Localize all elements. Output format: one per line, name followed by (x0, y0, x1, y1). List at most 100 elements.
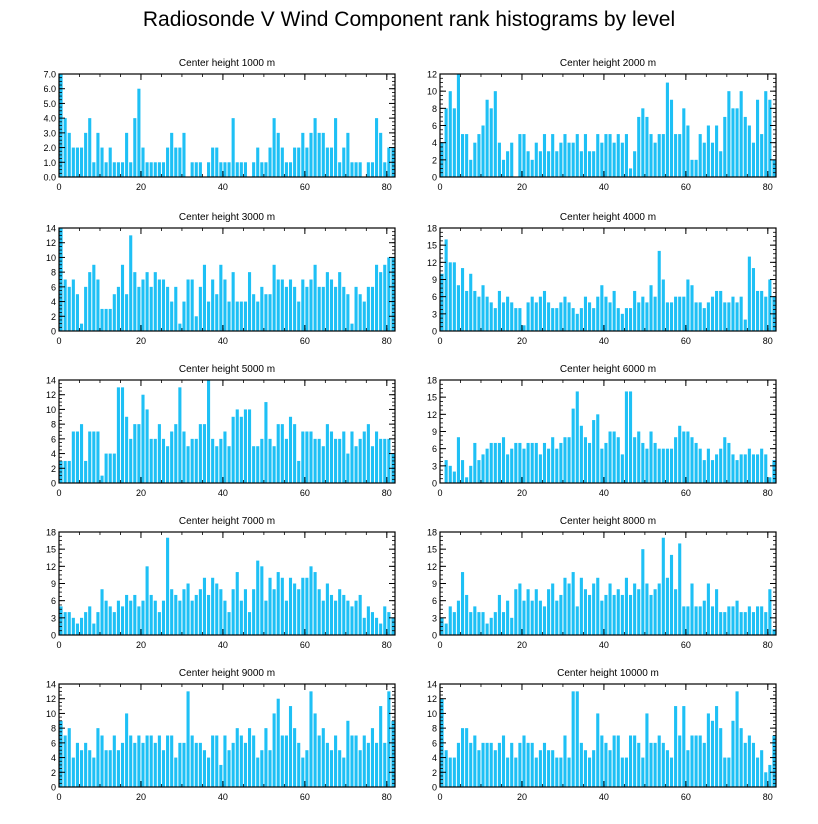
y-tick-label: 0 (432, 631, 437, 641)
histogram-bar (637, 116, 641, 177)
histogram-bar (161, 438, 166, 483)
y-tick-label: 0 (432, 783, 437, 793)
histogram-bar (346, 132, 350, 177)
histogram-bar (161, 162, 166, 177)
histogram-bar (674, 296, 678, 331)
histogram-bar (338, 162, 342, 177)
histogram-bar (75, 147, 79, 177)
histogram-bar (715, 125, 719, 177)
histogram-bar (231, 416, 235, 483)
x-tick-label: 40 (218, 640, 228, 650)
histogram-bar (366, 742, 370, 787)
histogram-bar (362, 735, 366, 787)
histogram-bar (715, 290, 719, 331)
histogram-bar (637, 431, 641, 483)
histogram-bar (706, 125, 710, 177)
histogram-bar (350, 431, 354, 483)
histogram-bar (698, 448, 702, 483)
histogram-bar (538, 600, 542, 635)
histogram-bar (325, 583, 329, 635)
histogram-bar (641, 108, 645, 177)
histogram-bar (190, 162, 194, 177)
histogram-bar (358, 750, 362, 787)
histogram-bar (379, 438, 383, 483)
histogram-bar (702, 460, 706, 483)
histogram-bar (751, 142, 756, 177)
histogram-bar (506, 296, 510, 331)
y-tick-label: 6 (432, 444, 437, 454)
histogram-bar (370, 612, 375, 635)
histogram-bar (530, 742, 534, 787)
histogram-bar (293, 728, 297, 787)
histogram-bar (633, 735, 637, 787)
histogram-bar (538, 151, 542, 177)
histogram-bar (231, 272, 235, 331)
histogram-bar (678, 296, 682, 331)
histogram-bar (219, 764, 223, 787)
histogram-bar (309, 691, 313, 787)
histogram-bar (96, 279, 100, 331)
histogram-bar (145, 735, 149, 787)
histogram-bar (575, 313, 579, 331)
histogram-bar (387, 257, 391, 331)
histogram-bar (63, 460, 67, 483)
histogram-bar (710, 720, 715, 787)
x-tick-label: 60 (681, 640, 691, 650)
histogram-bar (133, 272, 137, 331)
histogram-bar (624, 308, 628, 331)
histogram-bar (75, 294, 79, 331)
histogram-bar (715, 454, 719, 483)
histogram-bar (358, 162, 362, 177)
x-tick-label: 0 (56, 182, 61, 192)
histogram-bar (280, 279, 284, 331)
y-tick-label: 8 (51, 724, 56, 734)
histogram-bar (243, 301, 247, 331)
histogram-bar (252, 589, 256, 635)
histogram-bar (469, 273, 473, 331)
histogram-bar (149, 162, 153, 177)
y-tick-label: 12 (46, 390, 56, 400)
histogram-bar (194, 438, 198, 483)
histogram-bar (297, 589, 301, 635)
y-tick-label: 4 (432, 753, 437, 763)
y-tick-label: 2 (432, 768, 437, 778)
histogram-bar (510, 617, 514, 635)
histogram-bar (682, 108, 686, 177)
histogram-bar (288, 162, 293, 177)
histogram-bar (661, 279, 665, 331)
histogram-bar (219, 438, 223, 483)
histogram-bar (243, 589, 247, 635)
histogram-bar (71, 757, 75, 787)
histogram-bar (460, 268, 465, 331)
histogram-bar (645, 302, 649, 331)
histogram-bar (678, 543, 682, 635)
histogram-bar (567, 437, 571, 483)
histogram-bar (239, 301, 243, 331)
x-tick-label: 0 (56, 488, 61, 498)
histogram-bar (760, 606, 764, 635)
histogram-bar (649, 594, 653, 635)
histogram-bar (743, 116, 747, 177)
histogram-bar (624, 577, 628, 635)
histogram-bar (674, 706, 678, 787)
histogram-bar (485, 99, 489, 177)
histogram-bar (649, 742, 653, 787)
y-tick-label: 6 (51, 434, 56, 444)
histogram-bar (137, 424, 141, 483)
histogram-bar (465, 594, 469, 635)
panel-title: Center height 4000 m (560, 212, 656, 223)
histogram-bar (608, 750, 612, 787)
histogram-bar (514, 308, 518, 331)
histogram-bar (756, 454, 760, 483)
histogram-bar (600, 600, 604, 635)
x-tick-label: 0 (56, 640, 61, 650)
y-tick-label: 14 (46, 680, 56, 690)
histogram-bar (547, 448, 551, 483)
histogram-bar (63, 118, 67, 177)
y-tick-label: 9 (432, 579, 437, 589)
histogram-bar (305, 750, 309, 787)
histogram-bar (92, 431, 96, 483)
histogram-bar (485, 448, 489, 483)
histogram-bar (616, 589, 620, 635)
histogram-bar (338, 589, 342, 635)
